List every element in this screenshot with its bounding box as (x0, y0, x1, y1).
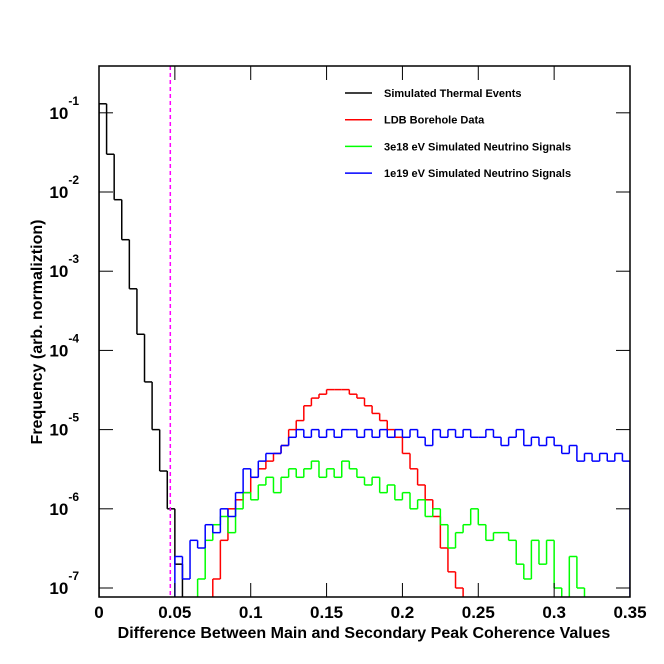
plot-area (99, 66, 630, 597)
frame (98, 65, 631, 598)
y-tick-label: 10-6 (49, 490, 79, 519)
x-tick-label: 0.05 (158, 603, 191, 622)
legend-label: LDB Borehole Data (384, 115, 485, 127)
x-tick-label: 0 (94, 603, 103, 622)
y-tick-label: 10-2 (49, 173, 79, 202)
y-axis-title: Frequency (arb. normaliztion) (29, 220, 46, 445)
legend-label: 1e19 eV Simulated Neutrino Signals (384, 168, 571, 180)
x-tick-label: 0.35 (613, 603, 646, 622)
x-tick-label: 0.3 (542, 603, 566, 622)
x-axis-title: Difference Between Main and Secondary Pe… (118, 625, 611, 642)
y-tick-label: 10-1 (49, 94, 79, 123)
x-tick-label: 0.2 (391, 603, 415, 622)
legend-label: 3e18 eV Simulated Neutrino Signals (384, 141, 571, 153)
x-tick-label: 0.1 (239, 603, 263, 622)
legend-label: Simulated Thermal Events (384, 88, 522, 100)
y-tick-label: 10-4 (49, 331, 79, 360)
y-tick-label: 10-7 (49, 569, 79, 598)
y-tick-label: 10-5 (49, 411, 79, 440)
y-tick-label: 10-3 (49, 252, 79, 281)
x-tick-label: 0.25 (462, 603, 495, 622)
x-tick-label: 0.15 (310, 603, 343, 622)
